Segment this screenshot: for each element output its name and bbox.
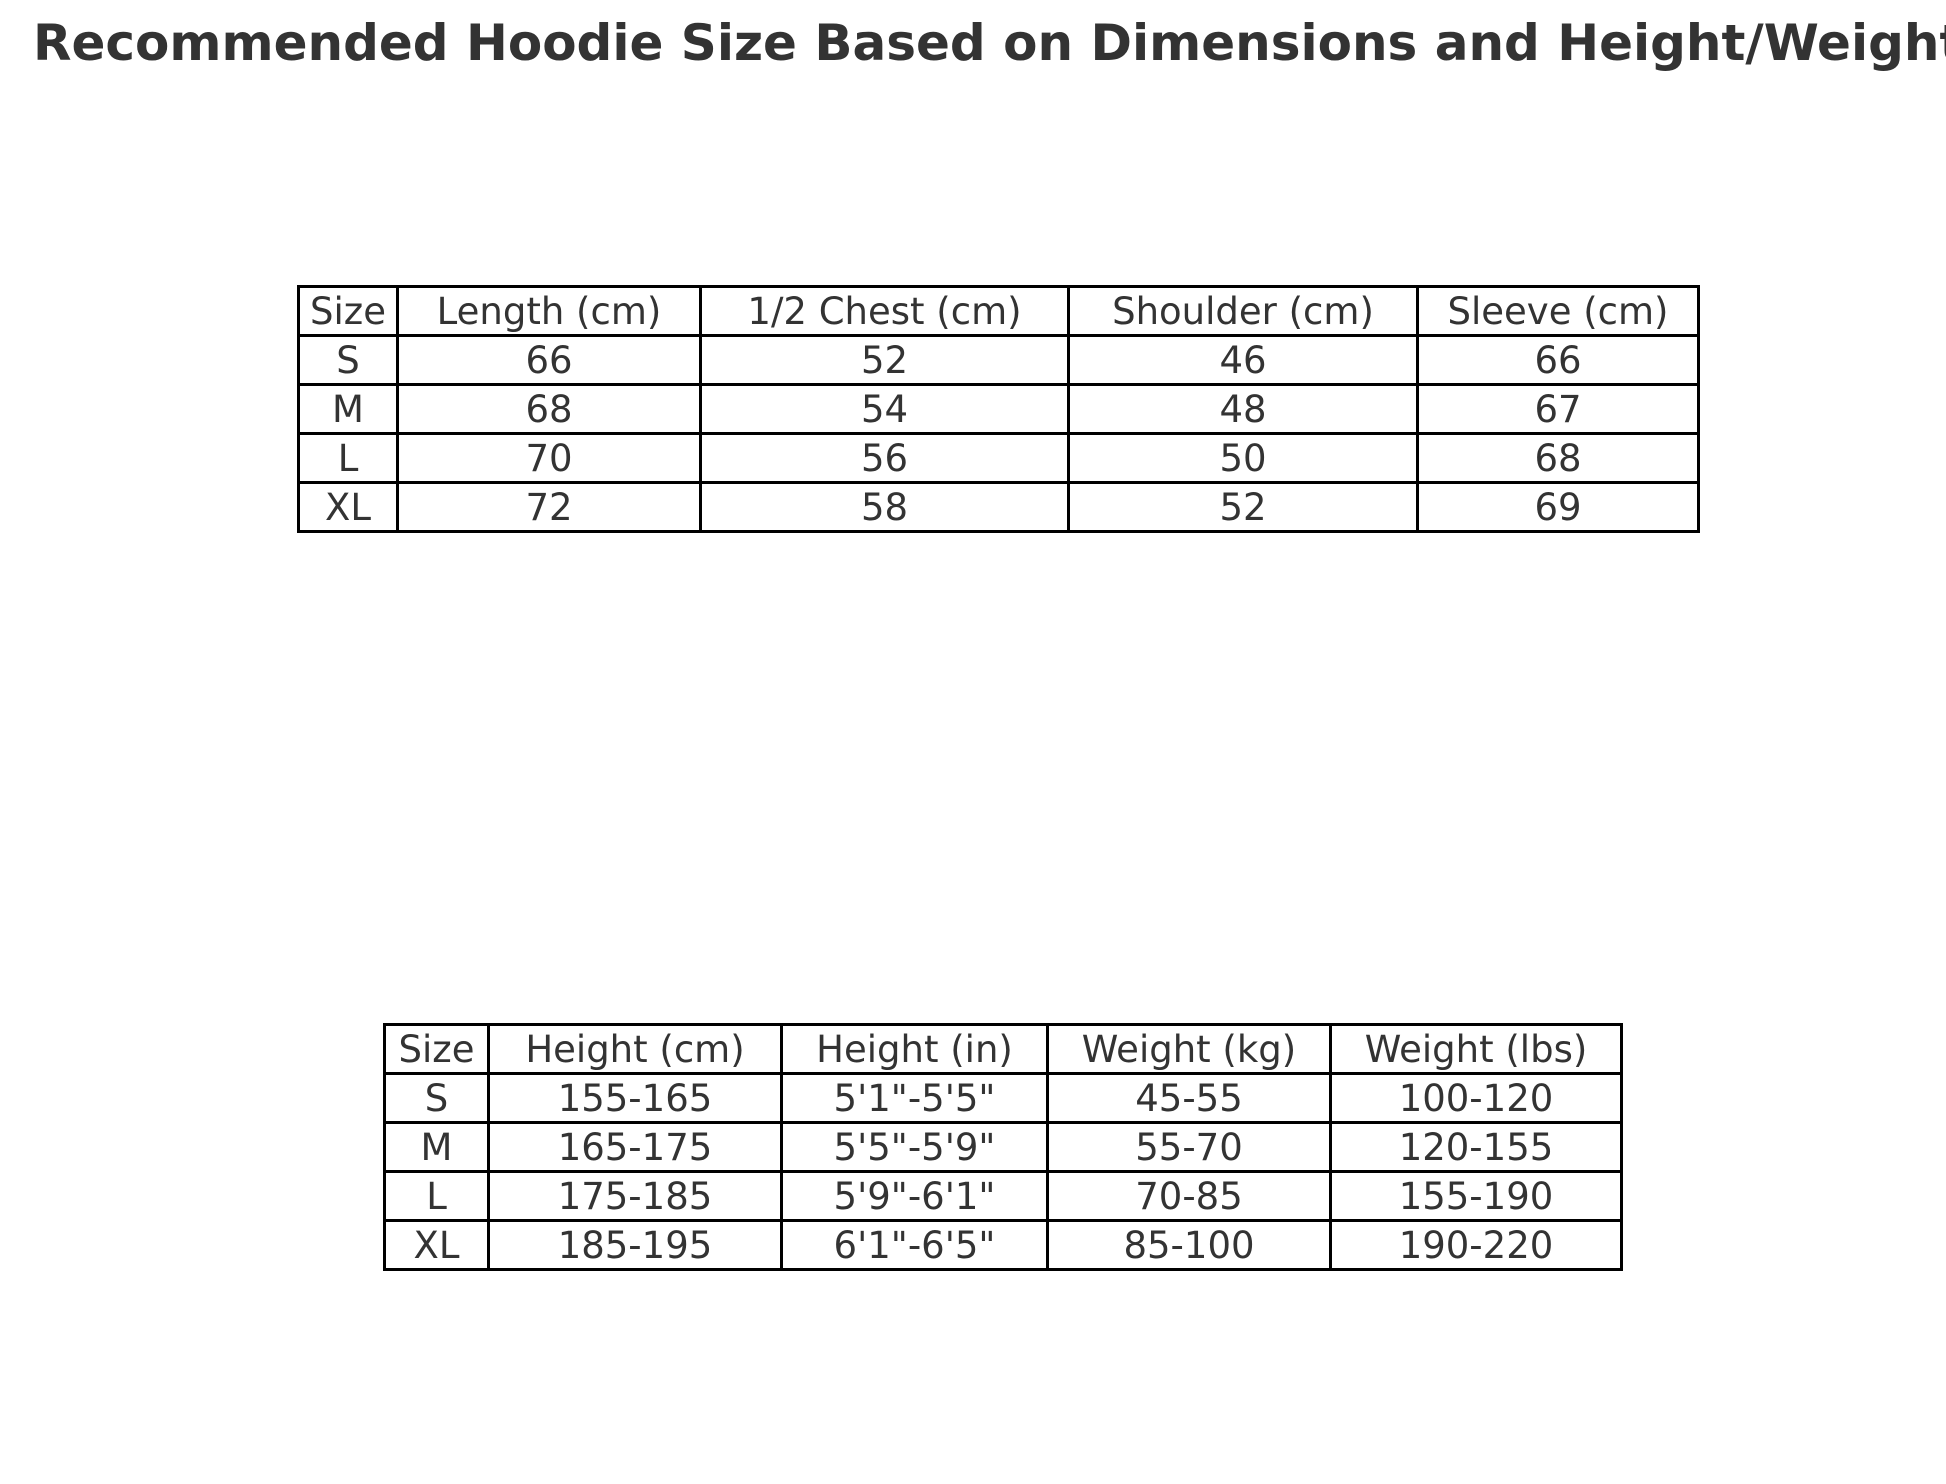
table-cell: 190-220 (1329, 1219, 1623, 1271)
table-cell: 100-120 (1329, 1072, 1623, 1124)
table-cell: 54 (699, 383, 1070, 435)
table-cell: 72 (396, 481, 702, 533)
table-row-xl: XL 185-195 6'1"-6'5" 85-100 190-220 (383, 1219, 1623, 1271)
column-header-height-cm: Height (cm) (487, 1023, 783, 1075)
table-cell: 52 (1067, 481, 1419, 533)
table-cell: 48 (1067, 383, 1419, 435)
table-row-m: M 68 54 48 67 (297, 383, 1700, 435)
table-row-xl: XL 72 58 52 69 (297, 481, 1700, 533)
table-cell: 85-100 (1046, 1219, 1332, 1271)
column-header-weight-kg: Weight (kg) (1046, 1023, 1332, 1075)
table-header-row: Size Length (cm) 1/2 Chest (cm) Shoulder… (297, 285, 1700, 337)
table-cell: 69 (1416, 481, 1700, 533)
column-header-height-in: Height (in) (780, 1023, 1049, 1075)
table-cell: 46 (1067, 334, 1419, 386)
column-header-half-chest: 1/2 Chest (cm) (699, 285, 1070, 337)
table-cell: 68 (396, 383, 702, 435)
table-cell: 5'9"-6'1" (780, 1170, 1049, 1222)
table-cell: 70-85 (1046, 1170, 1332, 1222)
table-cell: 67 (1416, 383, 1700, 435)
table-cell: XL (297, 481, 399, 533)
table-cell: 165-175 (487, 1121, 783, 1173)
table-header-row: Size Height (cm) Height (in) Weight (kg)… (383, 1023, 1623, 1075)
table-cell: XL (383, 1219, 490, 1271)
column-header-shoulder: Shoulder (cm) (1067, 285, 1419, 337)
table-cell: 175-185 (487, 1170, 783, 1222)
height-weight-table: Size Height (cm) Height (in) Weight (kg)… (383, 1023, 1623, 1271)
table-cell: 155-165 (487, 1072, 783, 1124)
table-cell: 155-190 (1329, 1170, 1623, 1222)
table-row-s: S 66 52 46 66 (297, 334, 1700, 386)
table-cell: L (383, 1170, 490, 1222)
table-cell: 68 (1416, 432, 1700, 484)
table-cell: 52 (699, 334, 1070, 386)
table-cell: 45-55 (1046, 1072, 1332, 1124)
table-row-m: M 165-175 5'5"-5'9" 55-70 120-155 (383, 1121, 1623, 1173)
table-cell: 185-195 (487, 1219, 783, 1271)
table-cell: 55-70 (1046, 1121, 1332, 1173)
table-cell: 50 (1067, 432, 1419, 484)
table-cell: 5'1"-5'5" (780, 1072, 1049, 1124)
table-cell: S (297, 334, 399, 386)
table-cell: 66 (396, 334, 702, 386)
table-row-l: L 175-185 5'9"-6'1" 70-85 155-190 (383, 1170, 1623, 1222)
table-cell: 56 (699, 432, 1070, 484)
table-cell: M (383, 1121, 490, 1173)
column-header-length: Length (cm) (396, 285, 702, 337)
table-row-s: S 155-165 5'1"-5'5" 45-55 100-120 (383, 1072, 1623, 1124)
table-cell: L (297, 432, 399, 484)
page-title: Recommended Hoodie Size Based on Dimensi… (33, 14, 1946, 72)
table-cell: 6'1"-6'5" (780, 1219, 1049, 1271)
table-cell: M (297, 383, 399, 435)
column-header-sleeve: Sleeve (cm) (1416, 285, 1700, 337)
column-header-weight-lbs: Weight (lbs) (1329, 1023, 1623, 1075)
table-cell: 120-155 (1329, 1121, 1623, 1173)
column-header-size: Size (383, 1023, 490, 1075)
table-row-l: L 70 56 50 68 (297, 432, 1700, 484)
table-cell: 58 (699, 481, 1070, 533)
table-cell: 66 (1416, 334, 1700, 386)
hoodie-dimensions-table: Size Length (cm) 1/2 Chest (cm) Shoulder… (297, 285, 1700, 533)
column-header-size: Size (297, 285, 399, 337)
table-cell: 70 (396, 432, 702, 484)
table-cell: 5'5"-5'9" (780, 1121, 1049, 1173)
table-cell: S (383, 1072, 490, 1124)
